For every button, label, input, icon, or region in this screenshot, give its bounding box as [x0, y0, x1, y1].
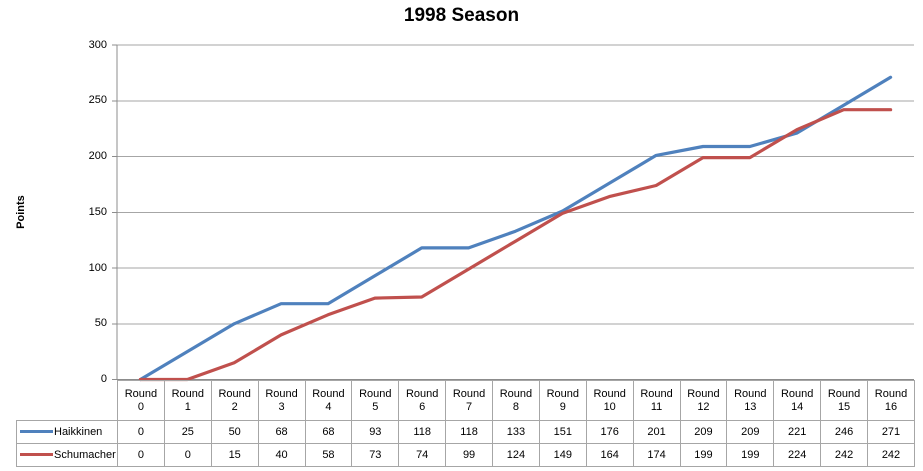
table-header-row: Round 0 Round 1 Round 2 Round 3 Round 4 Round 5 Roun… [17, 380, 915, 421]
column-header: Round 4 [304, 380, 353, 421]
table-corner-cell [17, 381, 118, 421]
value-cell: 68 [304, 420, 353, 444]
y-tick-label: 100 [88, 261, 107, 274]
value-cell: 68 [257, 420, 306, 444]
value-cell: 246 [820, 420, 868, 444]
legend-item: Haikkinen [16, 420, 118, 444]
column-header: Round 1 [163, 380, 212, 421]
y-tick-label: 150 [88, 205, 107, 218]
column-header: Round 6 [398, 380, 447, 421]
value-cell: 271 [867, 420, 915, 444]
data-table: Round 0 Round 1 Round 2 Round 3 Round 4 Round 5 Roun… [16, 380, 915, 467]
value-cell: 15 [210, 443, 259, 467]
value-cell: 174 [632, 443, 681, 467]
column-header: Round 10 [585, 380, 634, 421]
value-cell: 93 [351, 420, 400, 444]
value-cell: 25 [163, 420, 212, 444]
value-cell: 74 [398, 443, 447, 467]
table-row-schumacher: Schumacher 0 0 15 40 58 73 74 99 124 149 164 174 199 1… [16, 443, 915, 467]
legend-item: Schumacher [16, 443, 118, 467]
value-cell: 118 [398, 420, 447, 444]
series-line-schumacher [138, 108, 893, 382]
y-tick-label: 200 [88, 150, 107, 162]
value-cell: 164 [585, 443, 634, 467]
column-header: Round 2 [210, 380, 259, 421]
value-cell: 118 [445, 420, 493, 444]
column-header: Round 15 [820, 380, 868, 421]
value-cell: 99 [445, 443, 493, 467]
column-header: Round 9 [538, 380, 587, 421]
column-header: Round 13 [726, 380, 775, 421]
column-header: Round 3 [257, 380, 306, 421]
value-cell: 40 [257, 443, 306, 467]
value-cell: 0 [117, 420, 165, 444]
legend-line-icon [20, 453, 53, 457]
column-header: Round 12 [679, 380, 728, 421]
value-cell: 73 [351, 443, 400, 467]
value-cell: 221 [773, 420, 822, 444]
value-cell: 242 [867, 443, 915, 467]
value-cell: 0 [117, 443, 165, 467]
value-cell: 199 [679, 443, 728, 467]
y-tick-label: 250 [88, 94, 107, 107]
value-cell: 124 [492, 443, 540, 467]
column-header: Round 8 [492, 380, 540, 421]
value-cell: 201 [632, 420, 681, 444]
value-cell: 133 [492, 420, 540, 444]
value-cell: 50 [210, 420, 259, 444]
column-header: Round 0 [117, 380, 165, 421]
series-name: Schumacher [54, 448, 116, 461]
column-header: Round 16 [867, 380, 915, 421]
legend-line-icon [20, 430, 53, 434]
value-cell: 151 [538, 420, 587, 444]
value-cell: 199 [726, 443, 775, 467]
value-cell: 58 [304, 443, 353, 467]
value-cell: 0 [163, 443, 212, 467]
y-tick-label: 50 [94, 317, 107, 330]
table-row-haikkinen: Haikkinen 0 25 50 68 68 93 118 118 133 151 176 201 20… [16, 420, 915, 444]
value-cell: 242 [820, 443, 868, 467]
value-cell: 224 [773, 443, 822, 467]
column-header: Round 11 [632, 380, 681, 421]
value-cell: 149 [538, 443, 587, 467]
y-tick-label: 0 [100, 373, 107, 385]
value-cell: 176 [585, 420, 634, 444]
value-cell: 209 [726, 420, 775, 444]
column-header: Round 14 [773, 380, 822, 421]
y-tick-label: 300 [88, 38, 107, 51]
value-cell: 209 [679, 420, 728, 444]
column-header: Round 5 [351, 380, 400, 421]
chart-title: 1998 Season [403, 5, 520, 26]
series-line-haikkinen [138, 75, 893, 382]
series-name: Haikkinen [54, 425, 103, 438]
column-header: Round 7 [445, 380, 493, 421]
